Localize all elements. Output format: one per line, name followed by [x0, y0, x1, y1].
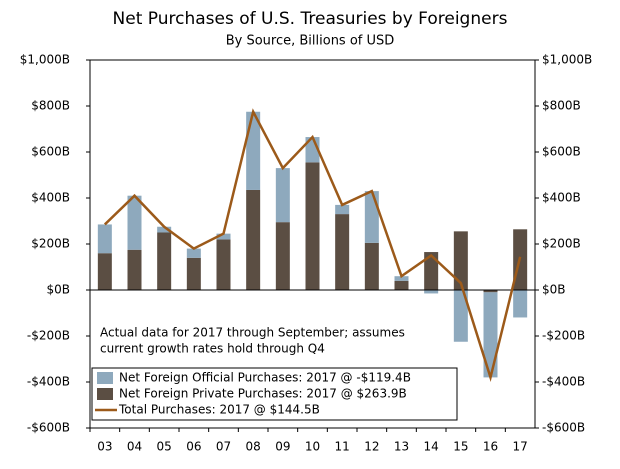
- y2-tick-label: $400B: [542, 191, 581, 205]
- bar-segment: [483, 292, 498, 378]
- bar-segment: [394, 276, 409, 281]
- x-tick-label: 13: [394, 440, 409, 454]
- x-tick-label: 10: [305, 440, 320, 454]
- x-tick-label: 09: [275, 440, 290, 454]
- bar-segment: [394, 280, 409, 290]
- x-tick-label: 12: [364, 440, 379, 454]
- bar-segment: [127, 249, 142, 290]
- bar-segment: [216, 239, 231, 290]
- chart-title: Net Purchases of U.S. Treasuries by Fore…: [113, 9, 508, 29]
- bar-segment: [335, 204, 350, 215]
- y2-tick-label: $200B: [542, 237, 581, 251]
- bar-segment: [186, 257, 201, 290]
- y2-tick-label: $600B: [542, 145, 581, 159]
- bar-segment: [335, 214, 350, 290]
- x-tick-label: 17: [513, 440, 528, 454]
- x-tick-label: 05: [157, 440, 172, 454]
- bar-segment: [275, 168, 290, 223]
- y2-tick-label: -$400B: [542, 375, 585, 389]
- chart-subtitle: By Source, Billions of USD: [226, 34, 395, 49]
- bar-segment: [364, 242, 379, 290]
- y2-tick-label: $1,000B: [542, 53, 592, 67]
- bar-segment: [483, 290, 498, 293]
- y2-tick-label: $800B: [542, 99, 581, 113]
- x-tick-label: 06: [186, 440, 201, 454]
- y2-tick-label: $0B: [542, 283, 566, 297]
- x-tick-label: 07: [216, 440, 231, 454]
- bar-segment: [424, 290, 439, 294]
- legend-swatch: [97, 372, 113, 384]
- legend-label: Total Purchases: 2017 @ $144.5B: [118, 403, 320, 417]
- bar-segment: [453, 231, 468, 290]
- bar-segment: [246, 189, 261, 290]
- annotation: Actual data for 2017 through September; …: [100, 326, 405, 340]
- y-tick-label: $0B: [46, 283, 70, 297]
- x-tick-label: 03: [97, 440, 112, 454]
- legend-label: Net Foreign Private Purchases: 2017 @ $2…: [119, 387, 407, 401]
- x-tick-label: 08: [246, 440, 261, 454]
- x-tick-label: 04: [127, 440, 142, 454]
- y-tick-label: $400B: [31, 191, 70, 205]
- y-tick-label: $1,000B: [20, 53, 70, 67]
- y-tick-label: $600B: [31, 145, 70, 159]
- y-tick-label: $200B: [31, 237, 70, 251]
- x-tick-label: 16: [483, 440, 498, 454]
- bar-segment: [275, 222, 290, 290]
- x-tick-label: 14: [424, 440, 439, 454]
- y-tick-label: -$200B: [27, 329, 70, 343]
- y-tick-label: -$400B: [27, 375, 70, 389]
- legend-box: [91, 367, 458, 421]
- legend-label: Net Foreign Official Purchases: 2017 @ -…: [119, 371, 411, 385]
- bar-segment: [216, 233, 231, 240]
- legend-swatch: [97, 388, 113, 400]
- bar-segment: [127, 195, 142, 250]
- y-tick-label: -$600B: [27, 421, 70, 435]
- y2-tick-label: -$200B: [542, 329, 585, 343]
- annotation: current growth rates hold through Q4: [100, 342, 325, 356]
- bar-segment: [157, 226, 172, 233]
- y-tick-label: $800B: [31, 99, 70, 113]
- total-line: [103, 108, 522, 383]
- bar-segment: [364, 191, 379, 243]
- bar-segment: [97, 224, 112, 254]
- bar-segment: [186, 248, 201, 258]
- bar-segment: [157, 232, 172, 290]
- x-tick-label: 11: [335, 440, 350, 454]
- x-tick-label: 15: [453, 440, 468, 454]
- bar-segment: [305, 162, 320, 290]
- y2-tick-label: -$600B: [542, 421, 585, 435]
- bar-segment: [513, 290, 528, 318]
- bar-segment: [453, 290, 468, 342]
- bar-segment: [97, 253, 112, 290]
- bar-segment: [424, 252, 439, 290]
